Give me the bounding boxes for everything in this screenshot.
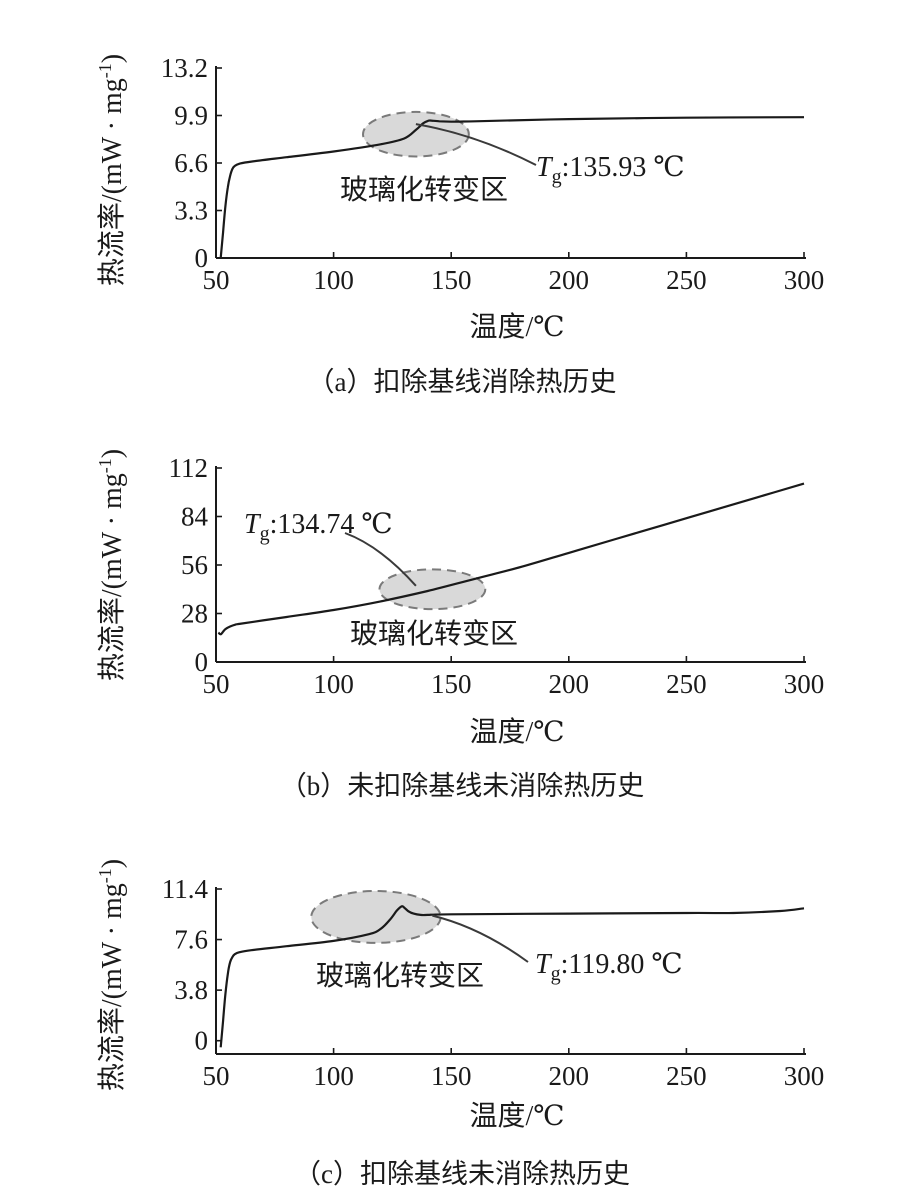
a-y-tick-label-0: 0 <box>195 243 209 273</box>
panel-b: 50 100 150 200 250 300 0 28 56 84 112 玻璃化转变区 Tg:13… <box>95 449 824 801</box>
c-x-tick-label-100: 100 <box>313 1061 354 1091</box>
a-x-tick-label-300: 300 <box>784 265 825 295</box>
b-x-tick-label-100: 100 <box>313 669 354 699</box>
c-y-tick-label-3: 11.4 <box>162 874 209 904</box>
c-glass-transition-region <box>310 889 442 944</box>
a-y-tick-label-1: 3.3 <box>174 196 208 226</box>
c-x-tick-label-300: 300 <box>784 1061 825 1091</box>
b-x-axis-label: 温度/℃ <box>469 716 564 748</box>
a-x-tick-label-50: 50 <box>203 265 230 295</box>
b-y-tick-label-0: 0 <box>195 647 209 677</box>
c-tg-label: Tg:119.80 ℃ <box>535 949 683 985</box>
c-x-tick-label-200: 200 <box>549 1061 590 1091</box>
b-y-tick-label-3: 84 <box>181 502 209 532</box>
b-y-tick-label-2: 56 <box>181 550 208 580</box>
b-y-axis-label: 热流率/(mW · mg-1) <box>95 449 128 681</box>
a-x-tick-label-150: 150 <box>431 265 472 295</box>
c-x-tick-label-150: 150 <box>431 1061 472 1091</box>
c-axes <box>215 887 806 1055</box>
b-x-tick-label-150: 150 <box>431 669 472 699</box>
c-x-axis-label: 温度/℃ <box>469 1100 564 1132</box>
b-tg-leader-line <box>344 532 417 587</box>
b-caption: （b）未扣除基线未消除热历史 <box>280 771 645 801</box>
a-tg-label: Tg:135.93 ℃ <box>536 152 685 188</box>
b-x-tick-label-300: 300 <box>784 669 825 699</box>
a-region-label: 玻璃化转变区 <box>340 174 508 206</box>
a-heat-flow-curve <box>219 116 805 259</box>
b-x-tick-label-50: 50 <box>203 669 230 699</box>
b-region-label: 玻璃化转变区 <box>350 618 518 650</box>
a-x-axis-label: 温度/℃ <box>469 311 564 343</box>
c-y-tick-label-0: 0 <box>195 1026 209 1056</box>
c-y-tick-label-2: 7.6 <box>174 925 208 955</box>
c-ticks: 50 100 150 200 250 300 0 3.8 7.6 11.4 <box>162 874 825 1091</box>
a-ticks: 50 100 150 200 250 300 0 3.3 6.6 9.9 13.2 <box>161 53 825 295</box>
a-y-tick-label-4: 13.2 <box>161 53 208 83</box>
b-axes <box>215 466 806 663</box>
b-ticks: 50 100 150 200 250 300 0 28 56 84 112 <box>169 453 825 699</box>
c-heat-flow-curve <box>219 905 805 1048</box>
c-x-tick-label-250: 250 <box>666 1061 707 1091</box>
c-y-axis-label: 热流率/(mW · mg-1) <box>95 859 128 1091</box>
b-y-tick-label-1: 28 <box>181 599 208 629</box>
panel-a: 50 100 150 200 250 300 0 3.3 6.6 9.9 13.2 玻璃化转变区 T… <box>95 53 824 397</box>
a-y-tick-label-3: 9.9 <box>174 101 208 131</box>
a-x-tick-label-250: 250 <box>666 265 707 295</box>
c-x-tick-label-50: 50 <box>203 1061 230 1091</box>
c-region-label: 玻璃化转变区 <box>316 960 484 992</box>
a-caption: （a）扣除基线消除热历史 <box>308 367 617 397</box>
c-y-tick-label-1: 3.8 <box>174 975 208 1005</box>
a-y-tick-label-2: 6.6 <box>174 148 208 178</box>
a-tg-leader-line <box>415 123 537 166</box>
c-tg-leader-line <box>432 914 529 963</box>
panel-c: 50 100 150 200 250 300 0 3.8 7.6 11.4 玻璃化转变区 Tg:1… <box>95 859 824 1189</box>
a-x-tick-label-100: 100 <box>313 265 354 295</box>
a-y-axis-label: 热流率/(mW · mg-1) <box>95 54 128 286</box>
a-x-tick-label-200: 200 <box>549 265 590 295</box>
b-x-tick-label-200: 200 <box>549 669 590 699</box>
b-tg-label: Tg:134.74 ℃ <box>244 509 393 545</box>
b-x-tick-label-250: 250 <box>666 669 707 699</box>
b-heat-flow-curve <box>217 482 805 636</box>
b-y-tick-label-4: 112 <box>169 453 209 483</box>
a-glass-transition-region <box>362 110 470 158</box>
c-caption: （c）扣除基线未消除热历史 <box>294 1159 630 1189</box>
a-axes <box>215 66 806 259</box>
